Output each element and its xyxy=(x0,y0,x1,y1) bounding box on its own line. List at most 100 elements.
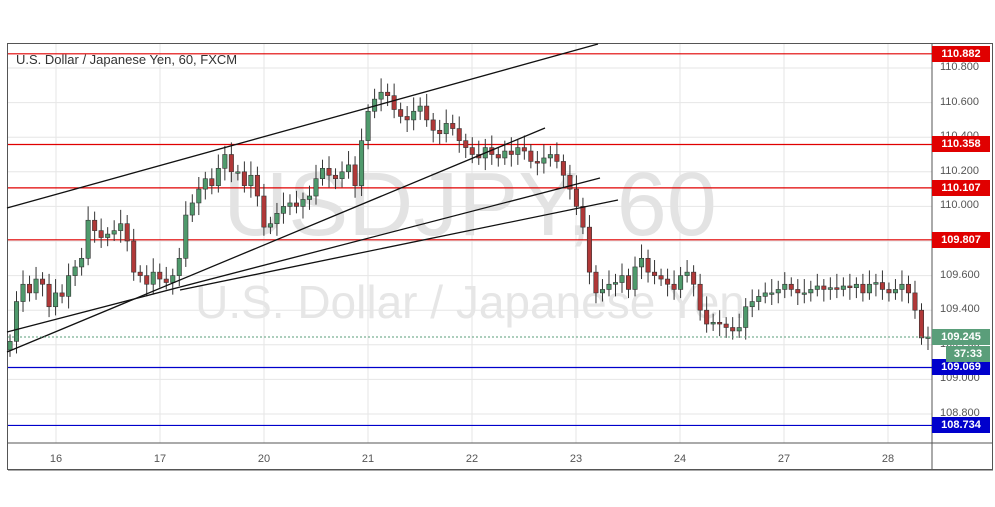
candle-up xyxy=(14,301,20,342)
time-tick-label: 16 xyxy=(49,453,63,465)
candle-down xyxy=(652,271,658,276)
candle-down xyxy=(333,174,339,180)
price-tick-label: 109.400 xyxy=(940,303,980,316)
candle-up xyxy=(320,168,326,180)
support-price-tag: 108.734 xyxy=(932,417,990,434)
candle-up xyxy=(827,287,833,290)
candle-down xyxy=(391,95,397,110)
candle-down xyxy=(573,188,579,207)
price-tick-label: 110.800 xyxy=(940,61,979,73)
trendline xyxy=(6,43,599,209)
candle-up xyxy=(300,199,306,207)
candle-up xyxy=(515,147,521,155)
candle-down xyxy=(27,283,33,294)
candle-up xyxy=(502,150,508,159)
candle-down xyxy=(137,271,143,276)
candle-up xyxy=(411,110,417,121)
candle-up xyxy=(769,292,775,295)
price-tick-label: 109.600 xyxy=(940,268,980,281)
candle-up xyxy=(639,257,645,268)
candle-down xyxy=(40,278,46,285)
candle-down xyxy=(593,271,599,294)
candle-down xyxy=(534,161,540,164)
candle-up xyxy=(840,285,846,290)
time-tick-label: 20 xyxy=(257,453,271,465)
candle-up xyxy=(170,275,176,283)
time-tick-label: 22 xyxy=(465,453,479,465)
candle-up xyxy=(749,301,755,308)
candle-down xyxy=(398,109,404,117)
candle-down xyxy=(209,178,215,186)
candle-up xyxy=(775,289,781,294)
candle-up xyxy=(808,289,814,294)
candle-down xyxy=(241,171,247,186)
candle-up xyxy=(599,289,605,294)
candle-down xyxy=(385,91,391,96)
candle-up xyxy=(365,110,371,141)
candle-up xyxy=(762,292,768,297)
candle-up xyxy=(189,202,195,216)
price-tick-label: 110.200 xyxy=(940,164,979,177)
watermark-name: U.S. Dollar / Japanese Yen xyxy=(195,276,745,328)
candle-up xyxy=(235,171,241,174)
candle-up xyxy=(359,140,365,186)
time-tick-label: 27 xyxy=(777,453,791,465)
candle-up xyxy=(801,292,807,295)
candle-up xyxy=(736,327,742,332)
candle-down xyxy=(691,271,697,285)
candle-up xyxy=(287,202,293,207)
candle-up xyxy=(814,285,820,290)
candle-down xyxy=(437,129,443,135)
candle-down xyxy=(847,285,853,289)
resistance-price-tag: 110.358 xyxy=(932,136,990,153)
bar-countdown-tag: 37:33 xyxy=(946,346,990,362)
resistance-price-tag: 110.107 xyxy=(932,179,990,196)
candle-down xyxy=(567,174,573,190)
candle-down xyxy=(665,278,671,285)
price-tick-label: 108.800 xyxy=(940,407,980,419)
candle-up xyxy=(743,306,749,328)
candle-up xyxy=(196,188,202,204)
candle-up xyxy=(892,289,898,294)
candle-up xyxy=(53,292,59,308)
candle-down xyxy=(352,164,358,186)
candle-up xyxy=(72,266,78,276)
candle-up xyxy=(222,154,228,169)
trendline xyxy=(6,127,546,353)
candle-down xyxy=(580,206,586,228)
candle-up xyxy=(267,223,273,228)
candle-up xyxy=(547,154,553,159)
candle-down xyxy=(528,150,534,162)
candle-up xyxy=(118,223,124,231)
candle-up xyxy=(20,283,26,302)
candle-down xyxy=(98,230,104,238)
candle-down xyxy=(586,226,592,273)
candle-up xyxy=(678,275,684,290)
price-tick-label: 110.600 xyxy=(940,95,979,108)
candle-down xyxy=(860,283,866,294)
candle-down xyxy=(626,275,632,290)
candle-down xyxy=(59,292,65,297)
candle-up xyxy=(756,296,762,302)
candle-up xyxy=(33,278,39,294)
candle-down xyxy=(144,275,150,285)
candle-up xyxy=(782,283,788,290)
time-tick-label: 24 xyxy=(673,453,687,465)
candle-down xyxy=(124,223,130,242)
time-tick-label: 28 xyxy=(881,453,895,465)
candle-up xyxy=(632,266,638,290)
candle-down xyxy=(658,275,664,280)
candle-down xyxy=(131,240,137,273)
candle-up xyxy=(79,257,85,268)
candle-down xyxy=(717,322,723,325)
candle-up xyxy=(306,195,312,200)
candle-down xyxy=(905,283,911,294)
candle-up xyxy=(619,275,625,283)
candle-down xyxy=(228,154,234,173)
candle-down xyxy=(254,174,260,197)
candle-up xyxy=(202,178,208,190)
candle-down xyxy=(261,195,267,228)
candle-down xyxy=(645,257,651,273)
candle-down xyxy=(521,147,527,152)
